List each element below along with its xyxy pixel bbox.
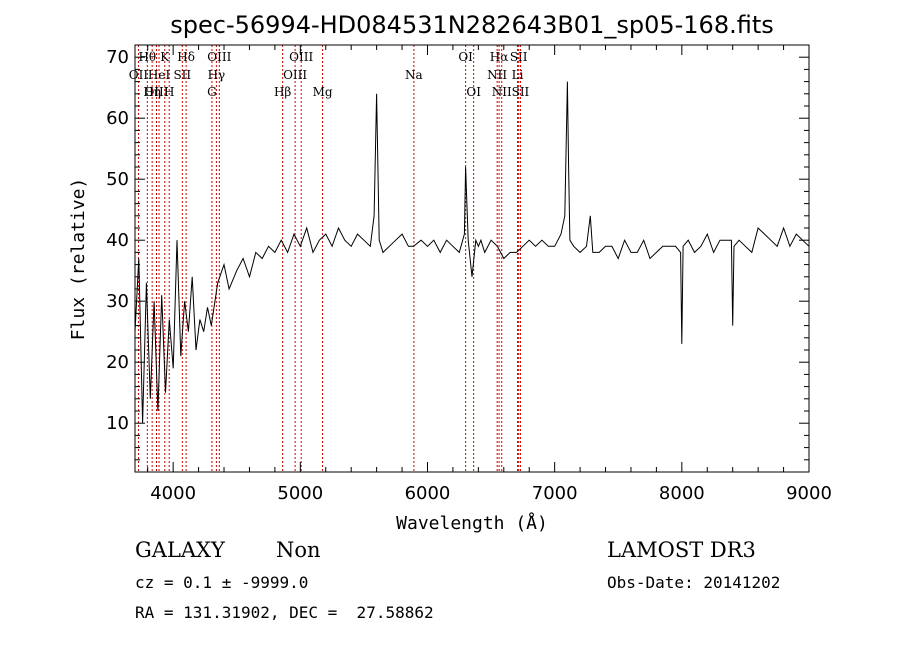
spectral-line-label: OIII xyxy=(144,85,168,99)
spectrum-chart-svg: spec-56994-HD084531N282643B01_sp05-168.f… xyxy=(68,11,832,534)
spectral-line-label: Na xyxy=(405,68,423,82)
spectral-line-label: SII xyxy=(173,68,191,82)
spectral-line-label: Hδ xyxy=(177,50,195,64)
obs-date-line: Obs-Date: 20141202 xyxy=(607,573,781,592)
axes-layer xyxy=(134,44,810,473)
spectral-line-label: SII xyxy=(512,85,530,99)
spectral-line-label: OI xyxy=(458,50,473,64)
y-tick-label: 60 xyxy=(106,108,129,129)
spectral-line-label: HeI xyxy=(148,68,171,82)
series-line xyxy=(134,81,810,424)
spectral-line-label: K xyxy=(160,50,170,64)
plot-frame xyxy=(134,44,810,473)
spectral-line-label: Hβ xyxy=(274,85,291,99)
spectral-line-label: Hγ xyxy=(208,68,226,82)
spectral-line-label: NII xyxy=(487,68,507,82)
y-tick-label: 20 xyxy=(106,352,129,373)
x-tick-label: 6000 xyxy=(405,483,451,504)
y-tick-label: 30 xyxy=(106,291,129,312)
redshift-line: cz = 0.1 ± -9999.0 xyxy=(135,573,309,592)
x-tick-label: 8000 xyxy=(659,483,705,504)
spectral-line-label: OI xyxy=(466,85,481,99)
spectral-line-label: Mg xyxy=(313,85,333,99)
x-tick-label: 4000 xyxy=(150,483,196,504)
y-tick-label: 70 xyxy=(106,47,129,68)
chart-title: spec-56994-HD084531N282643B01_sp05-168.f… xyxy=(170,11,774,39)
tick-layer: 4000 5000 6000 7000 8000 9000 10 20 30 40 50 60 70 xyxy=(106,45,832,504)
object-subclass: Non xyxy=(276,538,321,562)
spectral-line-label: OIII xyxy=(283,68,307,82)
spectral-line-label: G xyxy=(207,85,217,99)
x-axis-title: Wavelength (Å) xyxy=(396,512,548,534)
spectral-line-label: Li xyxy=(512,68,524,82)
spectral-line-label: OIII xyxy=(289,50,313,64)
x-tick-label: 7000 xyxy=(532,483,578,504)
spectral-line-label: SII xyxy=(510,50,528,64)
x-tick-label: 5000 xyxy=(277,483,323,504)
spectral-line-label: NII xyxy=(492,85,512,99)
y-tick-label: 10 xyxy=(106,413,129,434)
coordinates-line: RA = 131.31902, DEC = 27.58862 xyxy=(135,603,434,622)
spectral-line-label: Hα xyxy=(490,50,509,64)
y-axis-title: Flux (relative) xyxy=(68,178,89,341)
y-tick-label: 40 xyxy=(106,230,129,251)
spectral-line-label: OII xyxy=(129,68,149,82)
x-tick-label: 9000 xyxy=(786,483,832,504)
series-layer xyxy=(134,81,810,424)
y-tick-label: 50 xyxy=(106,169,129,190)
spectral-line-label: H xyxy=(164,85,174,99)
spectral-line-label: Hη xyxy=(143,85,161,99)
survey-name: LAMOST DR3 xyxy=(607,538,756,562)
object-class: GALAXY xyxy=(135,538,225,562)
spectral-line-label: OIII xyxy=(207,50,231,64)
